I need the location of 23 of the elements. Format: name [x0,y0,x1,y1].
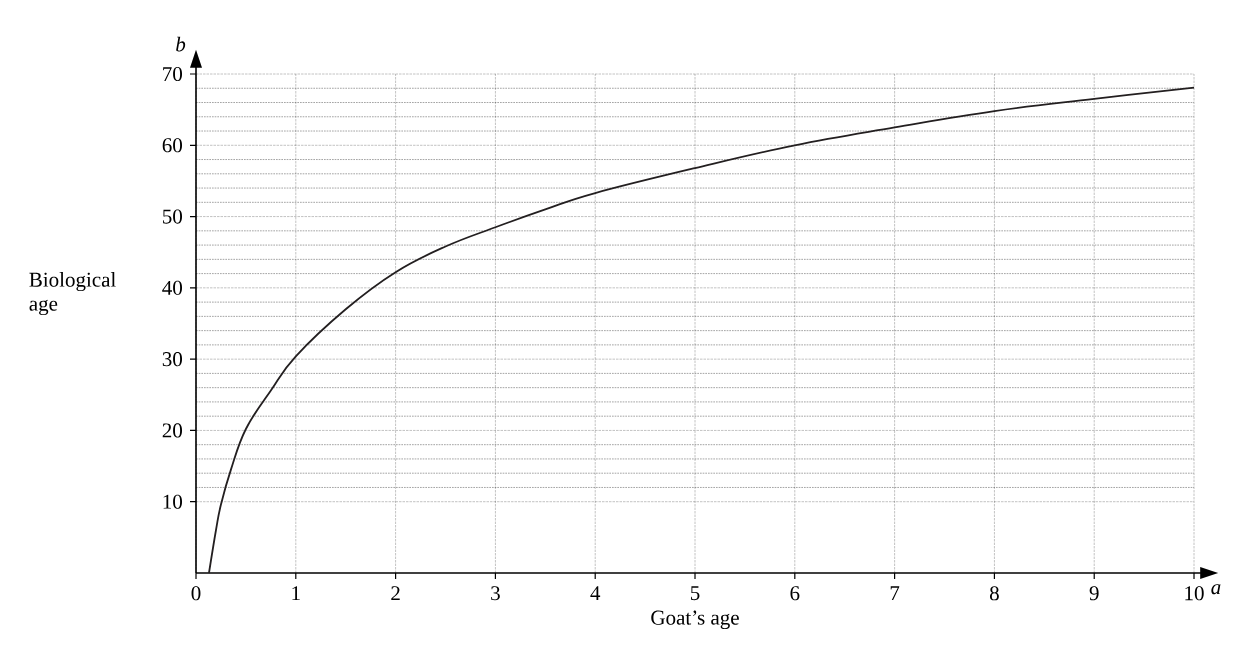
x-tick-label: 0 [191,586,201,601]
line-series [208,86,1195,574]
x-tick-label: 1 [292,586,300,601]
x-tick-label: 2 [391,586,400,601]
x-tick-label: 10 [1185,586,1204,601]
y-tick-label: 40 [162,280,183,295]
x-tick-label: 8 [989,586,999,601]
x-tick-label: 9 [1089,586,1099,601]
x-tick-label: 7 [890,586,900,600]
x-tick-label: 4 [590,586,601,601]
x-axis-title: Goat’s age [651,610,739,630]
text: a [1211,584,1221,595]
y-tick-label: 20 [162,423,183,438]
y-tick-label: 10 [163,494,183,509]
x-tick-label: 3 [491,586,500,601]
y-tick-label: 50 [163,209,183,224]
y-axis-title: Biological age [29,272,116,316]
text: b [176,36,186,52]
y-tick-label: 30 [162,352,183,367]
y-tick-label: 70 [163,66,183,82]
y-tick-label: 60 [162,138,183,153]
x-tick-label: 6 [790,586,800,601]
x-tick-label: 5 [690,586,700,601]
